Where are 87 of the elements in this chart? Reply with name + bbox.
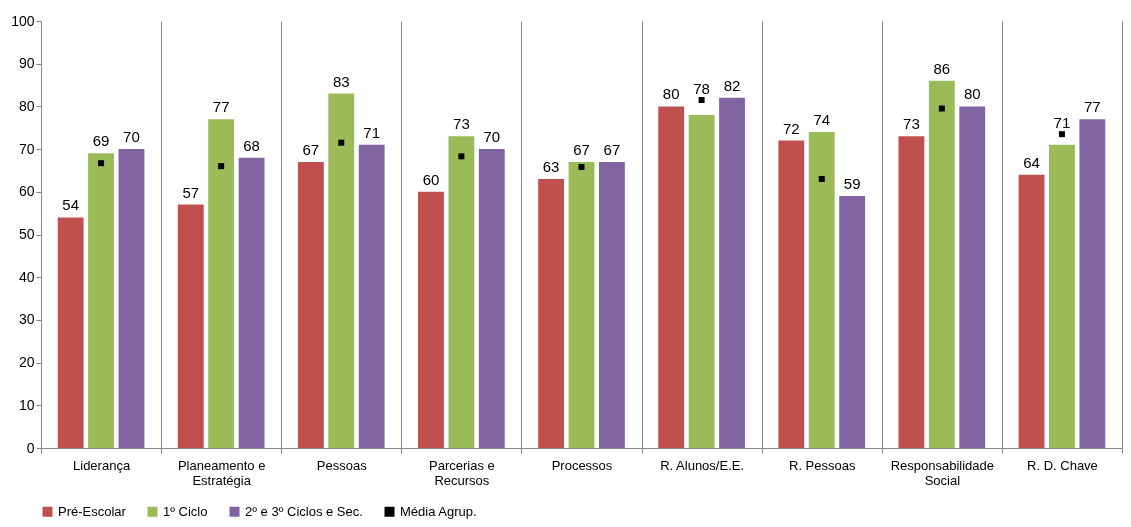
data-label: 67 bbox=[573, 140, 590, 158]
bar bbox=[177, 204, 204, 448]
point bbox=[458, 153, 465, 160]
data-label: 73 bbox=[453, 115, 470, 133]
x-tick-label: R. Pessoas bbox=[788, 457, 856, 473]
y-tick-label: 50 bbox=[18, 226, 35, 242]
legend-label: 2º e 3º Ciclos e Sec. bbox=[245, 503, 363, 519]
y-tick-label: 80 bbox=[18, 97, 35, 114]
y-tick-label: 100 bbox=[11, 12, 35, 29]
bar bbox=[928, 80, 955, 448]
bar bbox=[538, 178, 565, 448]
bar bbox=[448, 136, 475, 448]
data-label: 64 bbox=[1023, 153, 1040, 171]
bar bbox=[328, 93, 355, 448]
data-label: 77 bbox=[1084, 98, 1101, 116]
x-tick-label: Pessoas bbox=[316, 457, 368, 473]
y-tick-label: 90 bbox=[18, 55, 35, 72]
data-label: 67 bbox=[302, 140, 320, 158]
data-label: 83 bbox=[332, 72, 350, 90]
bar bbox=[57, 217, 84, 448]
bar bbox=[118, 149, 145, 448]
x-tick-label: Liderança bbox=[73, 457, 131, 473]
point bbox=[98, 160, 105, 167]
bar bbox=[959, 106, 986, 448]
bar bbox=[208, 119, 235, 448]
bar bbox=[808, 132, 835, 448]
data-label: 73 bbox=[903, 115, 920, 133]
data-label: 82 bbox=[723, 76, 741, 94]
data-label: 71 bbox=[1053, 114, 1071, 132]
legend-label: 1º Ciclo bbox=[163, 503, 208, 519]
point bbox=[698, 97, 705, 103]
point bbox=[938, 105, 945, 112]
data-label: 72 bbox=[782, 119, 800, 137]
y-tick-label: 30 bbox=[18, 311, 35, 328]
data-label: 69 bbox=[92, 132, 110, 150]
data-label: 77 bbox=[212, 98, 230, 116]
bar bbox=[658, 106, 685, 448]
bar bbox=[719, 97, 745, 448]
y-tick-label: 40 bbox=[18, 268, 35, 285]
data-label: 63 bbox=[542, 157, 560, 175]
data-label: 68 bbox=[243, 136, 260, 154]
y-tick-label: 10 bbox=[18, 396, 35, 413]
point bbox=[578, 164, 585, 171]
point bbox=[818, 175, 825, 182]
x-tick-label: Planeamento e Estratégia bbox=[177, 457, 266, 488]
y-tick-label: 20 bbox=[18, 354, 35, 371]
bar bbox=[568, 161, 595, 448]
y-tick-label: 70 bbox=[18, 140, 35, 157]
data-label: 80 bbox=[662, 85, 680, 103]
y-tick-label: 60 bbox=[18, 183, 35, 200]
bar bbox=[358, 144, 385, 448]
x-tick-label: R. Alunos/E.E. bbox=[660, 457, 745, 473]
data-label: 78 bbox=[693, 80, 710, 98]
bar bbox=[898, 136, 925, 448]
bar bbox=[1049, 144, 1075, 448]
data-label: 70 bbox=[123, 128, 140, 146]
data-label: 86 bbox=[933, 59, 951, 77]
data-label: 67 bbox=[603, 140, 621, 158]
y-tick-label: 0 bbox=[26, 439, 35, 456]
data-label: 57 bbox=[182, 183, 200, 201]
bar bbox=[598, 161, 625, 448]
point bbox=[338, 139, 345, 146]
bar bbox=[839, 196, 866, 448]
data-label: 71 bbox=[363, 123, 381, 141]
bar bbox=[297, 161, 324, 448]
x-tick-label: Responsabilidade Social bbox=[890, 457, 995, 488]
data-label: 54 bbox=[62, 196, 79, 214]
point bbox=[1058, 131, 1065, 138]
data-label: 74 bbox=[813, 111, 831, 129]
bar bbox=[1079, 119, 1106, 448]
data-label: 59 bbox=[843, 175, 861, 193]
bar bbox=[478, 149, 505, 448]
bar bbox=[88, 153, 114, 448]
x-tick-label: R. D. Chave bbox=[1027, 457, 1098, 473]
data-label: 60 bbox=[422, 170, 440, 188]
bar bbox=[778, 140, 805, 448]
data-label: 70 bbox=[483, 128, 501, 146]
bar bbox=[688, 114, 715, 448]
data-label: 80 bbox=[963, 85, 981, 103]
point bbox=[218, 163, 225, 170]
x-tick-label: Parcerias e Recursos bbox=[429, 457, 495, 488]
legend-label: Média Agrup. bbox=[400, 503, 477, 519]
bar bbox=[1018, 174, 1045, 448]
legend-label: Pré-Escolar bbox=[58, 503, 127, 519]
x-tick-label: Processos bbox=[551, 457, 613, 473]
bar bbox=[418, 191, 444, 448]
bar bbox=[238, 157, 265, 448]
